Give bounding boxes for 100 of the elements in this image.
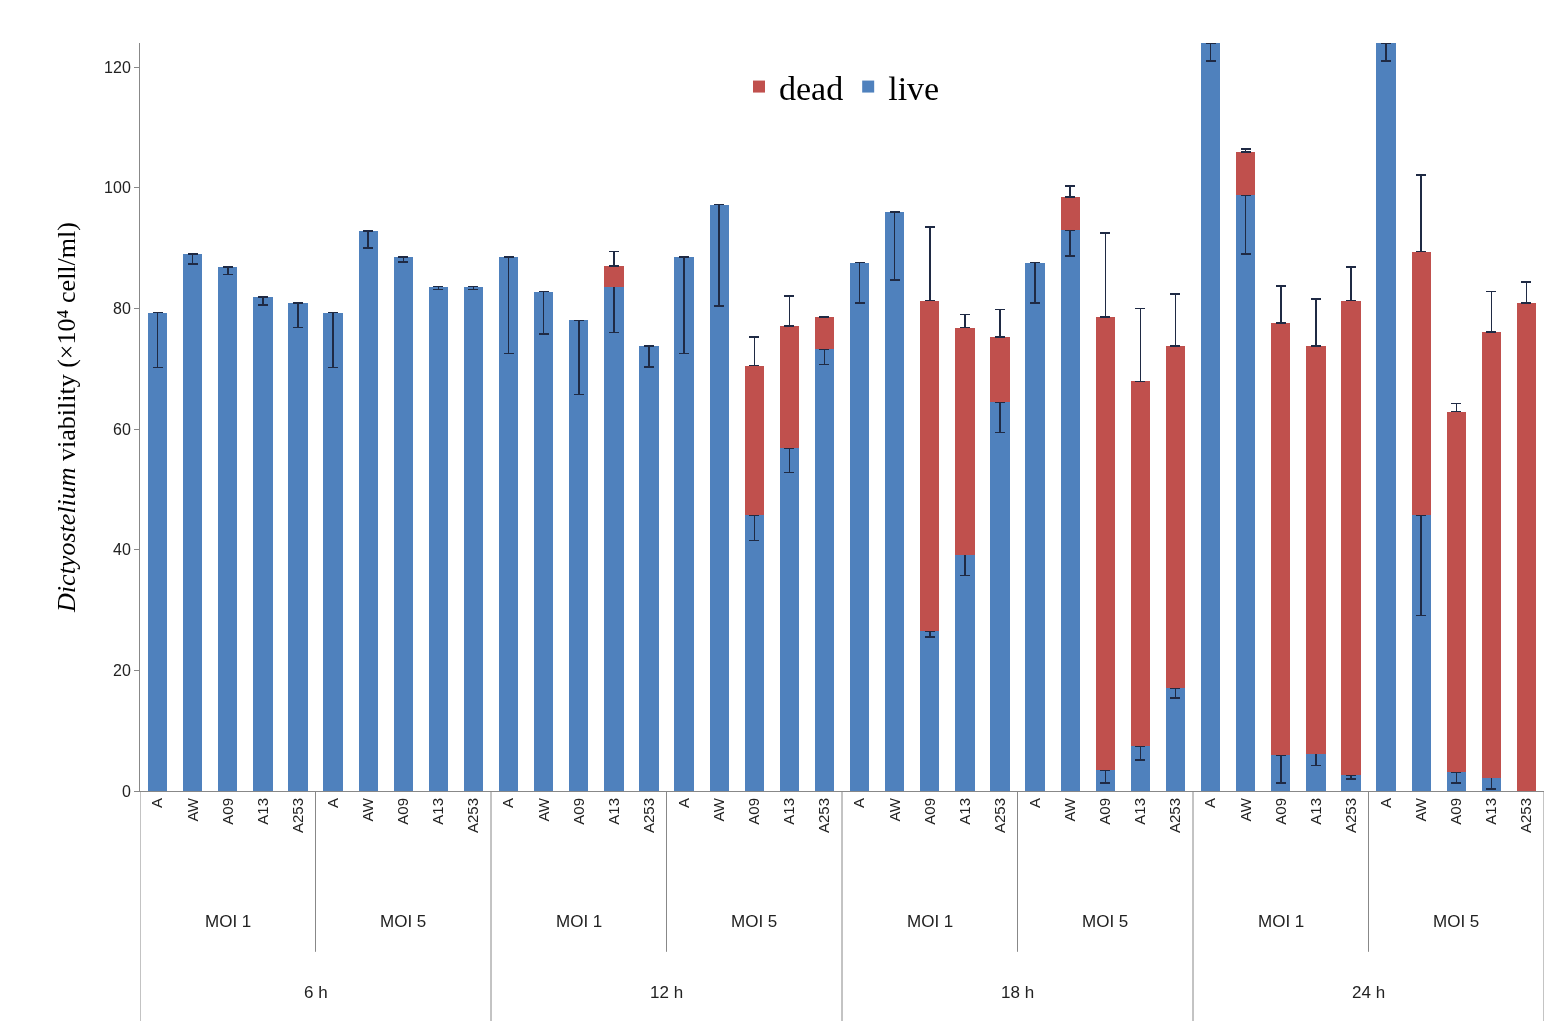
bar (1341, 300, 1361, 776)
x-tick-label: A09 (1096, 798, 1114, 825)
x-tick-label: A13 (429, 798, 447, 825)
x-tick-label: AW (1236, 797, 1254, 822)
bar (1446, 411, 1466, 773)
bar (814, 316, 835, 350)
bar (955, 554, 975, 791)
bar (1236, 152, 1256, 196)
x-tick-label: A253 (1166, 798, 1184, 834)
x-tick-label: A (1376, 798, 1394, 809)
x-tick-label: A253 (815, 798, 833, 834)
bar (779, 325, 799, 448)
x-tick-label: A13 (1306, 798, 1324, 825)
x-tick-label: A09 (745, 798, 763, 825)
text: MOI 1 (556, 912, 603, 931)
bar (744, 365, 764, 516)
x-tick-label: A09 (394, 798, 412, 825)
text: MOI 5 (1433, 912, 1480, 931)
x-tick-label: A (499, 798, 517, 809)
bar (920, 631, 940, 791)
bar (1130, 746, 1150, 791)
x-tick-label: A (674, 798, 692, 809)
bar (1236, 195, 1256, 791)
x-tick-label: A13 (780, 798, 798, 825)
x-tick-label: AW (885, 797, 903, 822)
bar (849, 262, 870, 791)
bar (920, 300, 940, 632)
bar (463, 286, 484, 791)
bar (1165, 345, 1186, 689)
bar (744, 515, 764, 791)
bar (218, 266, 238, 791)
x-tick-label: A253 (1517, 798, 1535, 834)
bar (1095, 769, 1115, 791)
bar (639, 345, 659, 791)
bar (288, 302, 308, 791)
y-tick-label: 80 (113, 300, 131, 318)
x-tick-label: A (1025, 798, 1043, 809)
x-tick-label: A09 (569, 798, 587, 825)
bar (1025, 262, 1045, 791)
bar (1411, 251, 1431, 516)
x-tick-label: AW (1061, 797, 1079, 822)
bar (1306, 753, 1326, 791)
x-tick-label: A13 (253, 798, 271, 825)
bar (323, 312, 343, 791)
bar (1271, 322, 1291, 755)
bar (534, 291, 554, 791)
bar (955, 327, 975, 555)
x-tick-label: AW (183, 797, 201, 822)
bar (885, 211, 905, 791)
bar (990, 336, 1010, 402)
bar (1481, 331, 1501, 778)
x-tick-label: A (148, 798, 166, 809)
y-tick-label: 120 (104, 58, 131, 76)
bar (1130, 381, 1150, 747)
bar (990, 401, 1010, 791)
legend-label: live (888, 69, 940, 107)
x-tick-label: A09 (1447, 798, 1465, 825)
y-tick-label: 100 (104, 179, 131, 197)
x-tick-label: AW (359, 797, 377, 822)
y-tick-label: 0 (121, 782, 131, 800)
bar (604, 286, 624, 791)
bar (1060, 230, 1080, 791)
bar (779, 447, 799, 791)
x-tick-label: A09 (920, 798, 938, 825)
bar (1165, 688, 1186, 791)
bar (358, 231, 378, 791)
text: MOI 1 (205, 912, 252, 931)
bar (1516, 302, 1537, 791)
bar (604, 266, 624, 287)
text: MOI 1 (907, 912, 954, 931)
y-tick-label: 60 (113, 420, 131, 438)
text: MOI 1 (1258, 912, 1305, 931)
x-tick-label: A (850, 798, 868, 809)
bar (428, 286, 448, 791)
text: 12 h (650, 983, 684, 1002)
x-tick-label: A09 (218, 798, 236, 825)
text: MOI 5 (1082, 912, 1129, 931)
bar (814, 349, 835, 791)
x-tick-label: AW (1412, 797, 1430, 822)
bar (183, 254, 203, 791)
bar (674, 257, 694, 791)
x-tick-label: A13 (604, 798, 622, 825)
x-tick-label: A (1201, 798, 1219, 809)
bar (1306, 345, 1326, 754)
x-tick-label: A13 (955, 798, 973, 825)
x-tick-label: AW (534, 797, 552, 822)
bar (393, 257, 413, 791)
x-tick-label: A253 (464, 798, 482, 834)
bar (1376, 43, 1396, 791)
bar (498, 257, 519, 791)
bar (569, 320, 589, 791)
x-tick-label: A13 (1131, 798, 1149, 825)
bar (1411, 515, 1431, 791)
x-tick-label: A253 (990, 798, 1008, 834)
bar (1060, 196, 1080, 230)
text: MOI 5 (731, 912, 778, 931)
bar (1095, 316, 1115, 770)
x-tick-label: A253 (1341, 798, 1359, 834)
y-axis-title: Dictyostelium viability (×10⁴ cell/ml) (52, 222, 82, 613)
y-tick-label: 40 (113, 541, 131, 559)
